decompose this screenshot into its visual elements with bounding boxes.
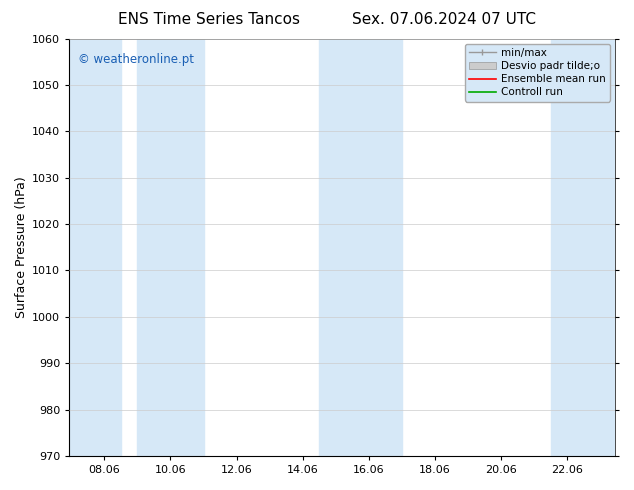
- Bar: [551, 39, 615, 456]
- Text: Sex. 07.06.2024 07 UTC: Sex. 07.06.2024 07 UTC: [352, 12, 536, 27]
- Bar: [320, 39, 402, 456]
- Text: © weatheronline.pt: © weatheronline.pt: [77, 53, 193, 66]
- Bar: [138, 39, 204, 456]
- Bar: [69, 39, 121, 456]
- Y-axis label: Surface Pressure (hPa): Surface Pressure (hPa): [15, 176, 28, 318]
- Legend: min/max, Desvio padr tilde;o, Ensemble mean run, Controll run: min/max, Desvio padr tilde;o, Ensemble m…: [465, 44, 610, 101]
- Text: ENS Time Series Tancos: ENS Time Series Tancos: [118, 12, 301, 27]
